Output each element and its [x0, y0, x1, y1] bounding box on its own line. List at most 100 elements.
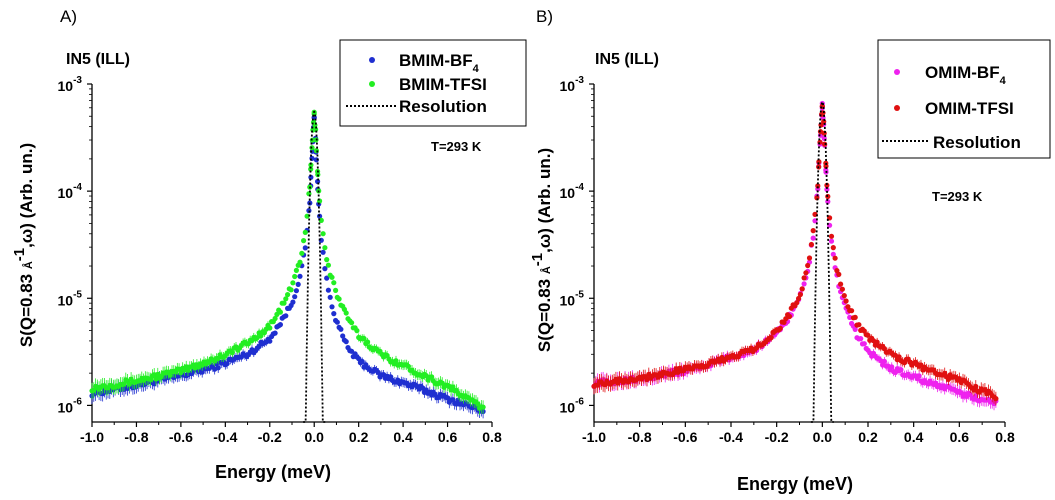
panel-a-data-point	[320, 249, 326, 255]
panel-a-data-point	[301, 238, 307, 244]
panel-b-data-point	[824, 182, 830, 188]
panel-a-data-point	[290, 299, 296, 305]
panel-b-data-point	[832, 255, 838, 261]
panel-b-data-point	[843, 298, 849, 304]
panel-a-data-point	[475, 401, 481, 407]
panel-a-data-point	[343, 310, 349, 316]
panel-a-data-point	[292, 294, 298, 300]
panel-a-x-tick-label: 0.8	[482, 429, 502, 445]
panel-b-label: B)	[536, 7, 553, 26]
panel-a-instrument: IN5 (ILL)	[66, 51, 130, 68]
panel-a-data-point	[343, 339, 349, 345]
panel-b-data-point	[806, 255, 813, 261]
panel-a-data-point	[178, 369, 184, 376]
panel-a: A) IN5 (ILL) -1.0 -0.8 -0.6 -0.4 -0.2 0.0 0.2 0…	[11, 7, 527, 482]
panel-b-data-point	[824, 186, 830, 193]
panel-a-data-point	[324, 257, 330, 263]
panel-b-data-point	[839, 286, 846, 292]
panel-b-instrument: IN5 (ILL)	[595, 51, 659, 68]
panel-a-data-point	[322, 266, 328, 272]
panel-b-data-point	[768, 335, 774, 341]
panel-a-data-point	[338, 326, 344, 332]
panel-a-data-point	[283, 313, 289, 319]
panel-a-data-point	[293, 267, 299, 273]
panel-a-y-tick-label: 10-6	[58, 396, 83, 415]
panel-b-data-point	[973, 393, 979, 399]
panel-b-data-point	[797, 291, 804, 298]
panel-b-x-tick-label: 0.4	[904, 429, 924, 445]
panel-b-x-tick-label: -0.4	[719, 429, 743, 445]
panel-a-data-point	[224, 361, 230, 367]
panel-a-temperature: T=293 K	[431, 139, 482, 154]
panel-b-data-point	[916, 373, 922, 379]
panel-a-data-point	[340, 333, 346, 339]
panel-a-data-point	[229, 349, 235, 356]
panel-a-data-point	[361, 335, 367, 342]
panel-a-x-tick-label: -0.8	[124, 429, 148, 445]
panel-a-data-point	[331, 311, 337, 317]
panel-a-x-tick-label: -1.0	[80, 429, 104, 445]
panel-a-x-tick-label: 0.2	[349, 429, 369, 445]
panel-a-x-tick-label: 0.6	[438, 429, 458, 445]
panel-a-data-point	[272, 330, 278, 336]
panel-b-legend-box	[877, 39, 1051, 159]
panel-b-data-point	[898, 367, 904, 373]
panel-a-resolution-curve	[303, 110, 326, 423]
panel-a-data-point	[324, 275, 330, 281]
panel-b-data-point	[838, 281, 844, 287]
panel-a-data-point	[393, 358, 399, 364]
panel-a-data-point	[302, 229, 308, 235]
panel-b-data-point	[803, 270, 809, 276]
panel-b-data-point	[856, 322, 862, 328]
panel-b-x-tick-label: -0.8	[628, 429, 652, 445]
panel-a-data-point	[333, 287, 339, 293]
panel-a-label: A)	[60, 7, 77, 26]
panel-b-x-tick-label: 0.0	[813, 429, 833, 445]
panel-b-y-tick-label: 10-4	[560, 182, 585, 201]
panel-b-data-point	[823, 163, 829, 169]
panel-a-data-point	[288, 287, 294, 293]
panel-a-y-tick-label: 10-5	[58, 289, 83, 308]
panel-b: B) IN5 (ILL) -1.0 -0.8 -0.6 -0.4 -0.2 0.0 0.2 0…	[529, 7, 1051, 494]
panel-a-data-point	[331, 280, 337, 286]
panel-b-data-point	[849, 308, 855, 314]
panel-b-data-point	[777, 325, 783, 331]
panel-b-x-tick-label: 0.2	[858, 429, 878, 445]
panel-a-data-point	[292, 273, 298, 280]
panel-b-data-point	[841, 293, 847, 299]
panel-a-y-tick-label: 10-3	[58, 75, 83, 94]
panel-b-x-tick-label: -1.0	[582, 429, 606, 445]
panel-b-data-point	[794, 300, 800, 306]
panel-a-data-point	[356, 356, 362, 362]
panel-a-data-point	[429, 374, 435, 380]
panel-b-data-point	[615, 380, 621, 386]
panel-a-data-point	[281, 300, 287, 306]
panel-b-y-tick-label: 10-5	[560, 289, 585, 308]
panel-a-data-point	[272, 315, 278, 322]
panel-a-legend-label-2: Resolution	[399, 97, 487, 116]
panel-b-data-point	[822, 141, 828, 147]
panel-a-legend-marker-1	[369, 81, 375, 87]
panel-a-data-point	[277, 322, 283, 328]
panel-b-resolution-curve	[810, 100, 834, 423]
panel-a-data-point	[327, 294, 333, 300]
panel-a-data-point	[365, 339, 371, 345]
panel-b-data-point	[810, 235, 816, 241]
panel-b-data-point	[881, 358, 888, 364]
panel-a-data-point	[151, 381, 157, 387]
panel-a-legend-marker-0	[369, 57, 375, 63]
panel-a-data-point	[405, 363, 411, 369]
panel-a-legend-label-1: BMIM-TFSI	[399, 75, 487, 94]
panel-a-data-point	[313, 157, 319, 163]
panel-b-data-point	[830, 245, 836, 251]
panel-a-x-tick-label: 0.4	[393, 429, 413, 445]
panel-a-data-point	[283, 296, 289, 302]
panel-a-data-point	[349, 320, 355, 326]
panel-b-data-point	[801, 281, 807, 287]
panel-b-data-point	[786, 313, 793, 320]
panel-a-x-tick-label: -0.2	[258, 429, 282, 445]
panel-a-ylabel: S(Q=0.83 Å-1,ω) (Arb. un.)	[11, 143, 37, 347]
panel-b-x-tick-label: -0.2	[765, 429, 789, 445]
panel-b-xlabel: Energy (meV)	[737, 474, 853, 494]
panel-b-data-point	[830, 251, 836, 257]
